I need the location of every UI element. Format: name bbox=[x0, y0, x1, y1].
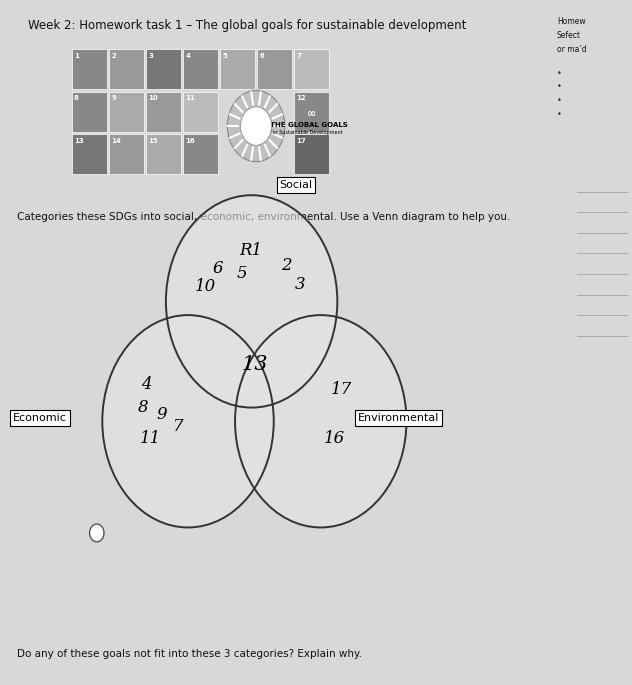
Bar bbox=[183, 92, 218, 132]
Text: 16: 16 bbox=[185, 138, 195, 144]
Text: •: • bbox=[557, 110, 562, 119]
Text: ∞: ∞ bbox=[307, 109, 316, 119]
Text: 1: 1 bbox=[74, 53, 79, 59]
Text: Economic: Economic bbox=[13, 413, 67, 423]
Bar bbox=[109, 92, 144, 132]
Bar bbox=[72, 49, 107, 89]
Text: 2: 2 bbox=[111, 53, 116, 59]
Text: 17: 17 bbox=[331, 381, 353, 397]
Text: Environmental: Environmental bbox=[358, 413, 439, 423]
Text: Do any of these goals not fit into these 3 categories? Explain why.: Do any of these goals not fit into these… bbox=[16, 649, 362, 659]
Text: •: • bbox=[557, 68, 562, 77]
Circle shape bbox=[235, 315, 406, 527]
Text: 8: 8 bbox=[137, 399, 148, 416]
Text: 11: 11 bbox=[140, 430, 161, 447]
Text: 4: 4 bbox=[141, 377, 152, 393]
Text: •: • bbox=[557, 96, 562, 105]
Text: 13: 13 bbox=[74, 138, 84, 144]
Bar bbox=[220, 49, 255, 89]
Text: 2: 2 bbox=[281, 258, 292, 274]
Text: Homew: Homew bbox=[557, 17, 586, 26]
Text: 7: 7 bbox=[296, 53, 301, 59]
Bar bbox=[72, 92, 107, 132]
Text: 6: 6 bbox=[259, 53, 264, 59]
Circle shape bbox=[166, 195, 337, 408]
Bar bbox=[295, 134, 329, 174]
Text: 8: 8 bbox=[74, 95, 79, 101]
Text: Categories these SDGs into social, economic, environmental. Use a Venn diagram t: Categories these SDGs into social, econo… bbox=[16, 212, 510, 223]
Circle shape bbox=[241, 107, 272, 145]
Text: 11: 11 bbox=[185, 95, 195, 101]
Text: 14: 14 bbox=[111, 138, 121, 144]
Text: 6: 6 bbox=[212, 260, 222, 277]
Text: 5: 5 bbox=[222, 53, 227, 59]
Bar bbox=[183, 49, 218, 89]
Text: 9: 9 bbox=[157, 406, 167, 423]
Text: 3: 3 bbox=[295, 276, 306, 292]
Text: 5: 5 bbox=[237, 266, 248, 282]
Text: 7: 7 bbox=[173, 418, 184, 434]
Bar bbox=[146, 134, 181, 174]
Text: or ma’d: or ma’d bbox=[557, 45, 586, 53]
Circle shape bbox=[228, 90, 285, 162]
Text: 15: 15 bbox=[148, 138, 158, 144]
Text: 3: 3 bbox=[148, 53, 153, 59]
Text: Sefect: Sefect bbox=[557, 31, 581, 40]
Circle shape bbox=[102, 315, 274, 527]
Bar bbox=[109, 49, 144, 89]
Bar bbox=[72, 134, 107, 174]
Text: 13: 13 bbox=[241, 355, 267, 374]
Text: 12: 12 bbox=[296, 95, 306, 101]
Bar bbox=[146, 49, 181, 89]
Text: Social: Social bbox=[279, 180, 312, 190]
Text: For Sustainable Development: For Sustainable Development bbox=[270, 130, 343, 136]
Text: 16: 16 bbox=[324, 430, 345, 447]
Text: 9: 9 bbox=[111, 95, 116, 101]
Circle shape bbox=[90, 524, 104, 542]
Bar bbox=[109, 134, 144, 174]
Bar bbox=[295, 49, 329, 89]
Bar bbox=[146, 92, 181, 132]
Bar bbox=[183, 134, 218, 174]
Text: 17: 17 bbox=[296, 138, 306, 144]
Text: Week 2: Homework task 1 – The global goals for sustainable development: Week 2: Homework task 1 – The global goa… bbox=[28, 19, 466, 32]
Text: R1: R1 bbox=[239, 242, 262, 258]
Text: 10: 10 bbox=[148, 95, 158, 101]
Bar bbox=[295, 92, 329, 132]
Text: 4: 4 bbox=[185, 53, 190, 59]
Text: THE GLOBAL GOALS: THE GLOBAL GOALS bbox=[270, 122, 348, 127]
Text: 10: 10 bbox=[195, 278, 216, 295]
Text: •: • bbox=[557, 82, 562, 91]
Bar bbox=[257, 49, 292, 89]
